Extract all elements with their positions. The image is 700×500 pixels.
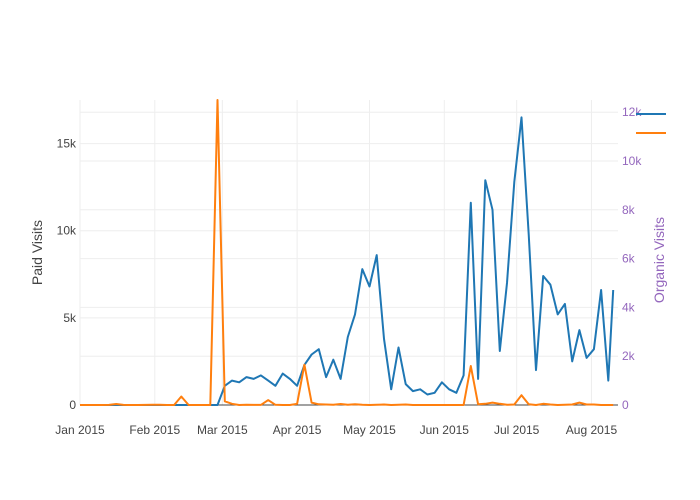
y-left-axis-ticks: 0 5k 10k 15k bbox=[57, 137, 77, 412]
y-right-tick-label: 0 bbox=[622, 398, 629, 412]
y-right-axis-ticks: 0 2k 4k 6k 8k 10k 12k bbox=[622, 105, 642, 412]
x-tick-label: Jun 2015 bbox=[420, 423, 470, 437]
x-tick-label: Feb 2015 bbox=[129, 423, 180, 437]
y-right-axis-title: Organic Visits bbox=[651, 217, 667, 303]
x-tick-label: Jul 2015 bbox=[494, 423, 540, 437]
x-axis-ticks: Jan 2015 Feb 2015 Mar 2015 Apr 2015 May 2015… bbox=[55, 423, 617, 437]
x-tick-label: Apr 2015 bbox=[273, 423, 322, 437]
organic-visits-line[interactable] bbox=[80, 99, 614, 406]
y-right-tick-label: 4k bbox=[622, 300, 636, 314]
x-tick-label: Mar 2015 bbox=[197, 423, 248, 437]
y-left-tick-label: 15k bbox=[57, 137, 77, 151]
x-tick-label: May 2015 bbox=[343, 423, 396, 437]
y-right-tick-label: 12k bbox=[622, 105, 642, 119]
x-tick-label: Aug 2015 bbox=[566, 423, 618, 437]
legend[interactable] bbox=[636, 113, 666, 134]
y-left-tick-label: 0 bbox=[69, 398, 76, 412]
y-right-tick-label: 10k bbox=[622, 154, 642, 168]
y-left-tick-label: 10k bbox=[57, 224, 77, 238]
series-group bbox=[80, 99, 615, 406]
y-right-tick-label: 2k bbox=[622, 349, 636, 363]
y-right-tick-label: 8k bbox=[622, 203, 636, 217]
x-tick-label: Jan 2015 bbox=[55, 423, 105, 437]
y-left-tick-label: 5k bbox=[63, 311, 77, 325]
y-right-tick-label: 6k bbox=[622, 252, 636, 266]
y-left-axis-title: Paid Visits bbox=[29, 220, 45, 285]
grid bbox=[79, 100, 618, 405]
